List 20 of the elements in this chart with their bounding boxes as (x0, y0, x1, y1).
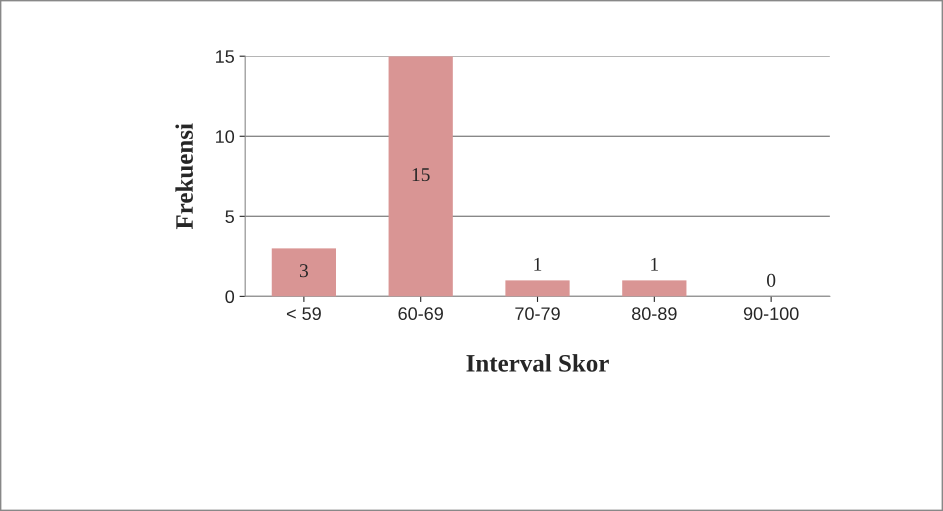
bar (272, 248, 336, 296)
bar (388, 56, 453, 296)
data-label: 1 (534, 258, 542, 271)
data-label: 15 (412, 168, 430, 182)
y-tick-label: 5 (225, 210, 234, 224)
x-axis-title: Interval Skor (466, 354, 609, 372)
y-tick-label: 15 (216, 50, 234, 63)
bar (505, 280, 570, 296)
data-label: 1 (651, 258, 658, 271)
x-tick-label: 70-79 (515, 307, 560, 320)
bar (622, 280, 686, 296)
x-tick-label: 80-89 (632, 307, 677, 320)
x-tick-label: 60-69 (398, 307, 443, 320)
y-tick-label: 10 (216, 130, 234, 143)
x-tick-label: < 59 (286, 307, 321, 320)
y-axis-title: Frekuensi (175, 123, 193, 230)
data-label: 0 (767, 274, 776, 287)
x-tick-label: 90-100 (744, 307, 799, 320)
y-tick-label: 0 (225, 290, 234, 304)
data-label: 3 (300, 264, 308, 278)
